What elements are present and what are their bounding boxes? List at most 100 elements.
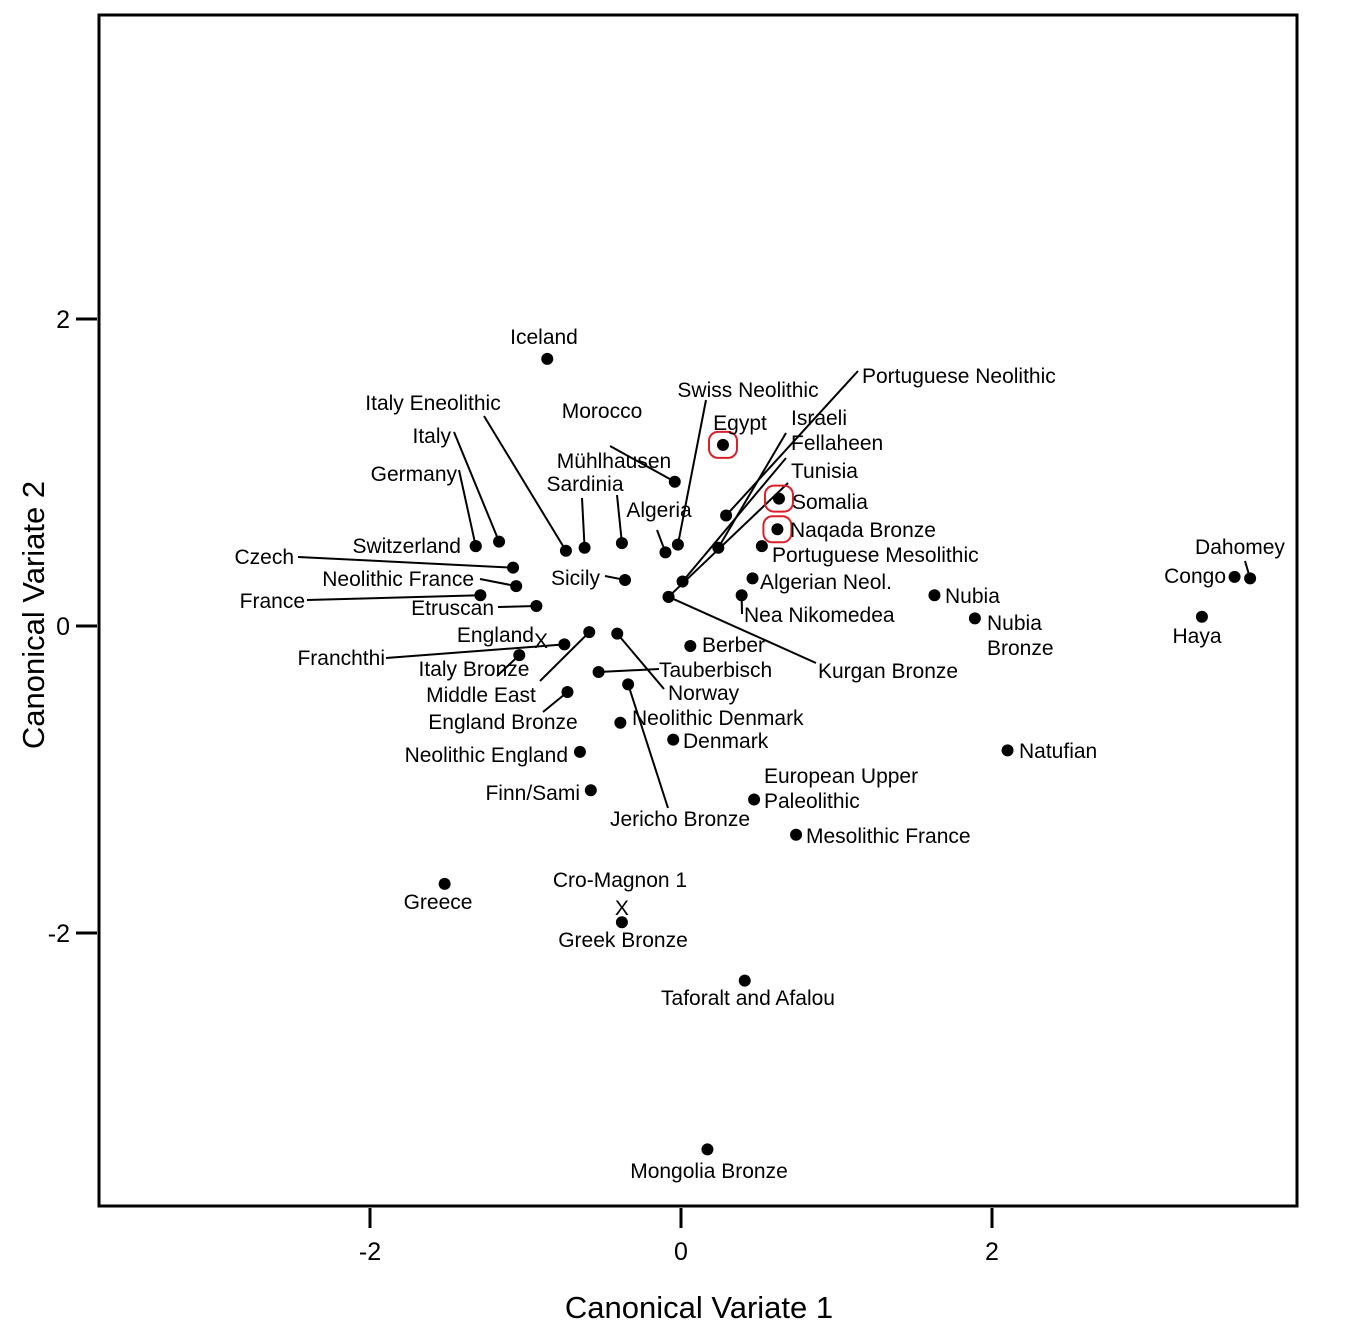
label-greek-bronze: Greek Bronze: [558, 929, 688, 952]
label-line-germany: Germany: [371, 463, 458, 486]
point-berber: [684, 639, 697, 652]
point-greek-bronze: [615, 916, 628, 929]
label-swiss-neolithic: Swiss Neolithic: [677, 379, 818, 402]
label-israeli: Israeli: [791, 407, 847, 430]
point-algerian-neol: [746, 572, 759, 585]
point-norway: [611, 627, 624, 640]
label-switzerland: Switzerland: [352, 535, 461, 558]
label-line-italy: Italy: [412, 425, 451, 448]
label-line-mesolithic-france: Mesolithic France: [806, 825, 971, 848]
leader-italy-eneolithic: [483, 415, 567, 552]
label-nubia: Nubia: [945, 585, 1000, 608]
label-line-israeli: Israeli: [791, 407, 847, 430]
label-line-dahomey: Dahomey: [1195, 536, 1285, 559]
label-line-etruscan: Etruscan: [411, 597, 494, 620]
label-line-england-bronze: England Bronze: [428, 711, 577, 734]
label-czech: Czech: [234, 546, 294, 569]
label-germany: Germany: [371, 463, 458, 486]
label-fellaheen: Fellaheen: [791, 432, 883, 455]
label-dahomey: Dahomey: [1195, 536, 1285, 559]
label-denmark: Denmark: [683, 730, 769, 753]
leader-middle-east: [539, 631, 590, 682]
point-france: [474, 589, 487, 602]
label-somalia: Somalia: [792, 491, 868, 514]
point-england: X: [534, 630, 548, 653]
label-line-england: England: [457, 624, 534, 647]
point-middle-east: [583, 626, 596, 639]
label-neolithic-england: Neolithic England: [405, 744, 568, 767]
point-kurgan-bronze: [662, 590, 675, 603]
leader-franchthi: [385, 643, 565, 659]
point-m-hlhausen: [578, 541, 591, 554]
label-line-m-hlhausen: Mühlhausen: [557, 450, 671, 473]
label-tauberbisch: Tauberbisch: [659, 659, 772, 682]
label-line-france: France: [240, 590, 305, 613]
label-naqada-bronze: Naqada Bronze: [790, 519, 936, 542]
label-norway: Norway: [668, 682, 740, 705]
point-greece: [438, 877, 451, 890]
label-france: France: [240, 590, 305, 613]
label-line-switzerland: Switzerland: [352, 535, 461, 558]
label-line-neolithic-england: Neolithic England: [405, 744, 568, 767]
label-line-greece: Greece: [404, 891, 473, 914]
label-morocco: Morocco: [562, 400, 643, 423]
leader-sardinia: [616, 494, 623, 544]
point-congo: [1228, 570, 1241, 583]
label-line-neolithic-france: Neolithic France: [322, 568, 474, 591]
y-axis-ticks: -2 0 2: [48, 306, 97, 948]
plot-frame: [97, 13, 1299, 1208]
label-haya: Haya: [1172, 625, 1221, 648]
label-line-portuguese-mesolithic: Portuguese Mesolithic: [772, 544, 979, 567]
leader-czech: [297, 556, 514, 569]
label-line-morocco: Morocco: [562, 400, 643, 423]
label-line-european-upper-paleolithic: European Upper: [764, 765, 918, 788]
leader-tunisia: [667, 482, 789, 598]
label-berber: Berber: [702, 634, 765, 657]
label-franchthi: Franchthi: [297, 647, 385, 670]
y-tick-label: -2: [48, 920, 70, 948]
label-england: England: [457, 624, 534, 647]
label-finn-sami: Finn/Sami: [485, 782, 580, 805]
point-mesolithic-france: [790, 828, 803, 841]
y-tick-label: 0: [56, 613, 70, 641]
label-middle-east: Middle East: [426, 684, 536, 707]
point-labels: Iceland Egypt Morocco Somalia Portuguese Neo…: [234, 326, 1285, 1183]
label-nubia-bronze: Nubia Bronze: [987, 612, 1054, 660]
label-kurgan-bronze: Kurgan Bronze: [818, 660, 958, 683]
highlight-somalia: [763, 484, 794, 513]
label-line-denmark: Denmark: [683, 730, 769, 753]
label-m-hlhausen: Mühlhausen: [557, 450, 671, 473]
label-mongolia-bronze: Mongolia Bronze: [630, 1160, 788, 1183]
y-axis-label: Canonical Variate 2: [16, 481, 51, 749]
label-italy: Italy: [412, 425, 451, 448]
point-somalia: [772, 492, 785, 505]
label-line-nubia-bronze: Nubia: [987, 612, 1042, 635]
label-line-sardinia: Sardinia: [546, 473, 623, 496]
point-cro-magnon-1: X: [615, 897, 629, 920]
x-tick-label: 2: [985, 1238, 999, 1266]
label-italy-eneolithic: Italy Eneolithic: [365, 392, 500, 415]
leader-italy: [453, 431, 500, 542]
label-neolithic-denmark: Neolithic Denmark: [632, 707, 804, 730]
label-line-portuguese-neolithic: Portuguese Neolithic: [862, 365, 1056, 388]
label-line-berber: Berber: [702, 634, 765, 657]
label-line-mongolia-bronze: Mongolia Bronze: [630, 1160, 788, 1183]
point-egypt: [716, 438, 729, 451]
point-fellaheen: [676, 575, 689, 588]
label-line-nubia: Nubia: [945, 585, 1000, 608]
leader-m-hlhausen: [581, 497, 586, 548]
point-franchthi: [558, 638, 571, 651]
label-line-swiss-neolithic: Swiss Neolithic: [677, 379, 818, 402]
highlight-egypt: [707, 430, 738, 459]
label-line-jericho-bronze: Jericho Bronze: [610, 808, 750, 831]
point-nubia: [928, 589, 941, 602]
label-line-czech: Czech: [234, 546, 294, 569]
point-tauberbisch: [592, 666, 605, 679]
label-taforalt-and-afalou: Taforalt and Afalou: [661, 987, 835, 1010]
label-iceland: Iceland: [510, 326, 578, 349]
point-swiss-neolithic: [671, 538, 684, 551]
point-sicily: [619, 573, 632, 586]
point-neolithic-denmark: [614, 716, 627, 729]
label-line-natufian: Natufian: [1019, 740, 1097, 763]
